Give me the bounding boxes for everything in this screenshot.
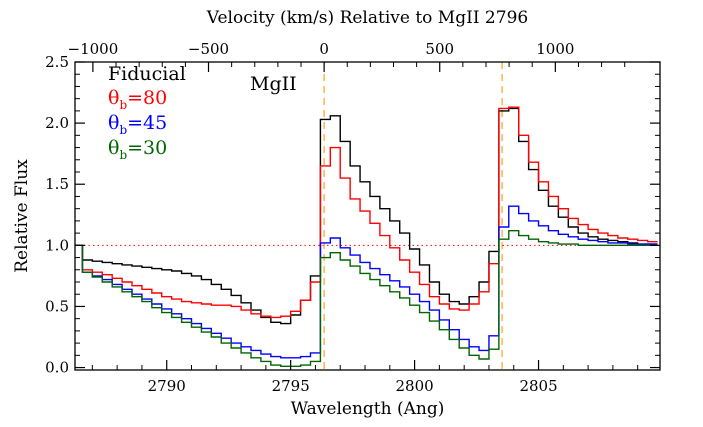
legend-theta-symbol: θ	[108, 137, 119, 159]
legend-item-theta: θb=80	[108, 87, 167, 112]
y-tick-label: 1.5	[45, 175, 69, 193]
top-x-tick-label: −1000	[68, 40, 119, 58]
series-line-1	[75, 106, 658, 319]
top-x-tick-label: 0	[319, 40, 329, 58]
series-layer	[75, 106, 658, 368]
top-x-tick-label: 1000	[536, 40, 574, 58]
y-axis-title: Relative Flux	[12, 159, 32, 273]
x-tick-label: 2790	[148, 377, 186, 395]
x-tick-label: 2805	[519, 377, 557, 395]
legend-subscript: b	[119, 98, 127, 112]
x-tick-label: 2795	[272, 377, 310, 395]
reference-lines	[75, 62, 660, 370]
legend-item-theta: θb=45	[108, 112, 167, 137]
y-tick-label: 2.0	[45, 114, 69, 132]
top-x-tick-label: 500	[425, 40, 454, 58]
legend-item-fiducial: Fiducial	[108, 63, 186, 85]
line-annotation-mgii: MgII	[250, 73, 297, 95]
labels-layer: Velocity (km/s) Relative to MgII 2796 Wa…	[12, 8, 528, 419]
y-tick-label: 0.0	[45, 359, 69, 377]
top-x-axis-title: Velocity (km/s) Relative to MgII 2796	[206, 8, 528, 28]
legend-theta-symbol: θ	[108, 112, 119, 134]
top-x-tick-label: −500	[188, 40, 229, 58]
legend-value: =80	[127, 87, 167, 109]
ticks-layer: 2790 2795 2800 2805 0.0 0.5 1.0 1.5 2.0 2.5−1000 −…	[45, 40, 660, 395]
y-tick-label: 2.5	[45, 53, 69, 71]
x-axis-title: Wavelength (Ang)	[291, 399, 445, 419]
legend-value: =30	[127, 137, 167, 159]
x-tick-label: 2800	[396, 377, 434, 395]
series-line-0	[75, 107, 658, 325]
y-tick-label: 1.0	[45, 236, 69, 254]
legend-subscript: b	[119, 148, 127, 162]
legend-theta-symbol: θ	[108, 87, 119, 109]
series-line-3	[75, 229, 658, 368]
legend-item-theta: θb=30	[108, 137, 167, 162]
legend-value: =45	[127, 112, 167, 134]
series-line-2	[75, 205, 658, 359]
y-tick-label: 0.5	[45, 297, 69, 315]
plot-frame	[74, 61, 661, 371]
legend-subscript: b	[119, 123, 127, 137]
